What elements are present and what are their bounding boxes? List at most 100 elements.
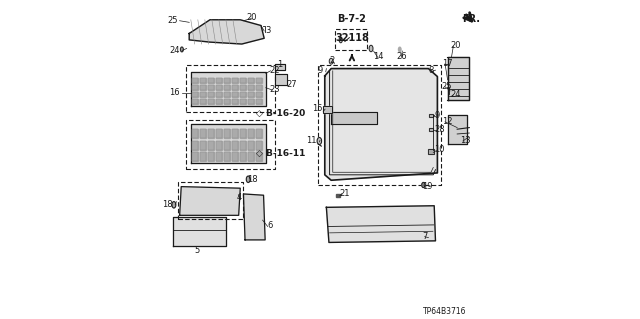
- Text: 25: 25: [442, 82, 452, 91]
- Bar: [248, 85, 254, 90]
- Polygon shape: [331, 112, 378, 124]
- Bar: [223, 99, 230, 104]
- Bar: [216, 152, 222, 161]
- Text: 10: 10: [434, 145, 445, 154]
- Bar: [239, 85, 246, 90]
- Bar: [200, 78, 206, 83]
- Bar: [239, 92, 246, 97]
- Bar: [208, 129, 214, 138]
- Bar: [239, 152, 246, 161]
- Bar: [200, 92, 206, 97]
- Bar: [239, 141, 246, 150]
- Bar: [255, 129, 262, 138]
- Bar: [255, 85, 262, 90]
- Bar: [216, 99, 222, 104]
- Bar: [248, 92, 254, 97]
- Bar: [323, 106, 332, 113]
- Ellipse shape: [329, 58, 333, 64]
- Bar: [239, 99, 246, 104]
- Bar: [208, 92, 214, 97]
- Bar: [239, 78, 246, 83]
- Bar: [323, 106, 332, 113]
- Bar: [208, 99, 214, 104]
- Bar: [255, 152, 262, 161]
- Bar: [200, 99, 206, 104]
- Text: 2: 2: [329, 56, 334, 65]
- Text: 32118: 32118: [335, 33, 369, 43]
- Text: 18: 18: [162, 200, 173, 209]
- Bar: [248, 141, 254, 150]
- Bar: [208, 92, 214, 97]
- Bar: [216, 129, 222, 138]
- Bar: [200, 85, 206, 90]
- Bar: [192, 141, 198, 150]
- Text: 24: 24: [451, 90, 461, 99]
- Polygon shape: [324, 69, 437, 180]
- Bar: [216, 85, 222, 90]
- Bar: [428, 149, 434, 154]
- Bar: [223, 141, 230, 150]
- Bar: [239, 78, 246, 83]
- Bar: [192, 78, 198, 83]
- Bar: [248, 99, 254, 104]
- Text: 6: 6: [268, 221, 273, 230]
- Text: 8: 8: [428, 66, 434, 75]
- Bar: [208, 141, 214, 150]
- Bar: [200, 152, 206, 161]
- Bar: [248, 92, 254, 97]
- Text: ◇ B-16-11: ◇ B-16-11: [256, 149, 305, 158]
- Text: 21: 21: [340, 189, 350, 198]
- Bar: [192, 152, 198, 161]
- Text: 20: 20: [246, 13, 257, 22]
- Bar: [248, 78, 254, 83]
- Bar: [192, 129, 198, 138]
- Text: 4: 4: [237, 193, 243, 202]
- Text: 23: 23: [269, 85, 280, 94]
- Bar: [239, 85, 246, 90]
- Polygon shape: [448, 115, 467, 144]
- Bar: [255, 129, 262, 138]
- Ellipse shape: [317, 137, 321, 145]
- Bar: [192, 85, 198, 90]
- Polygon shape: [189, 20, 264, 44]
- Text: 9: 9: [434, 111, 440, 120]
- Bar: [192, 129, 198, 138]
- Bar: [216, 129, 222, 138]
- Bar: [200, 85, 206, 90]
- Bar: [200, 152, 206, 161]
- Bar: [232, 129, 238, 138]
- Bar: [223, 99, 230, 104]
- Bar: [239, 99, 246, 104]
- Bar: [239, 92, 246, 97]
- Text: 18: 18: [246, 175, 257, 184]
- Bar: [223, 85, 230, 90]
- Polygon shape: [326, 206, 435, 242]
- Bar: [248, 141, 254, 150]
- Bar: [192, 152, 198, 161]
- Bar: [200, 92, 206, 97]
- Bar: [208, 141, 214, 150]
- Ellipse shape: [180, 47, 183, 52]
- Text: TP64B3716: TP64B3716: [423, 307, 467, 315]
- Bar: [239, 129, 246, 138]
- Bar: [208, 85, 214, 90]
- Text: 22: 22: [269, 66, 280, 75]
- Bar: [223, 92, 230, 97]
- Text: B-7-2: B-7-2: [337, 14, 366, 24]
- Text: 15: 15: [312, 104, 323, 113]
- Bar: [216, 141, 222, 150]
- Bar: [248, 78, 254, 83]
- Bar: [216, 78, 222, 83]
- Bar: [200, 141, 206, 150]
- Text: 25: 25: [168, 16, 178, 25]
- Text: 7: 7: [422, 232, 428, 241]
- Text: ◇ B-16-20: ◇ B-16-20: [256, 109, 305, 118]
- Bar: [255, 141, 262, 150]
- Text: 17: 17: [442, 59, 452, 68]
- Bar: [223, 78, 230, 83]
- Text: 26: 26: [397, 52, 407, 61]
- Text: 24: 24: [169, 46, 180, 55]
- Bar: [255, 92, 262, 97]
- Bar: [248, 129, 254, 138]
- Bar: [255, 78, 262, 83]
